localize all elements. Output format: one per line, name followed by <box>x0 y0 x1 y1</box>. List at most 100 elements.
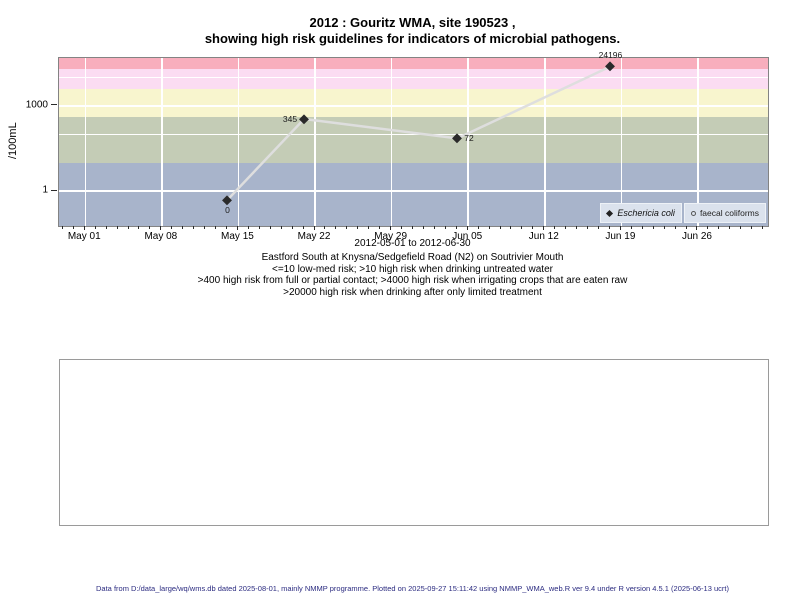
x-minor-tick <box>116 226 118 229</box>
empty-panel <box>59 359 769 526</box>
x-minor-tick <box>94 226 96 229</box>
chart-title-line1: 2012 : Gouritz WMA, site 190523 , <box>309 15 516 30</box>
x-minor-tick <box>630 226 632 229</box>
y-axis: 1000 1 <box>0 57 58 225</box>
x-minor-tick <box>225 226 227 229</box>
data-point-label-72: 72 <box>464 133 474 144</box>
x-axis: May 01 May 08 May 15 May 22 May 29 Jun 05 Jun … <box>58 226 767 256</box>
x-minor-tick <box>488 226 490 229</box>
v-gridline-May 29 <box>390 58 393 226</box>
caption-guideline-1: <=10 low-med risk; >10 high risk when dr… <box>272 263 553 275</box>
x-minor-tick <box>215 226 217 229</box>
legend: Eschericia coli faecal coliforms <box>600 203 766 223</box>
x-tick-label-May 29: May 29 <box>374 231 408 242</box>
data-point-label-24196: 24196 <box>598 50 623 61</box>
x-minor-tick <box>444 226 446 229</box>
x-tick-label-May 22: May 22 <box>297 231 331 242</box>
x-axis-title: 2012-05-01 to 2012-06-30 <box>354 238 471 249</box>
legend-item-faecal-coliforms: faecal coliforms <box>683 203 766 223</box>
x-minor-tick <box>718 226 720 229</box>
x-minor-tick <box>740 226 742 229</box>
x-minor-tick <box>401 226 403 229</box>
x-minor-tick <box>685 226 687 229</box>
x-tick-Jun 19 <box>619 226 621 230</box>
h-gridline-1000 <box>59 105 768 107</box>
x-minor-tick <box>335 226 337 229</box>
x-minor-tick <box>587 226 589 229</box>
data-point-label-0: 0 <box>225 204 230 215</box>
caption-block: Eastford South at Knysna/Sedgefield Road… <box>29 252 796 298</box>
x-minor-tick <box>521 226 523 229</box>
series-line-Eschericia coli <box>226 65 612 202</box>
x-minor-tick <box>433 226 435 229</box>
legend-label-faecal-coliforms: faecal coliforms <box>699 208 759 218</box>
open-circle-icon <box>690 210 696 216</box>
y-tick-1 <box>51 189 57 191</box>
x-minor-tick <box>576 226 578 229</box>
v-gridline-May 08 <box>161 58 163 226</box>
x-minor-tick <box>707 226 709 229</box>
x-tick-label-May 01: May 01 <box>67 231 101 242</box>
x-minor-tick <box>762 226 764 229</box>
x-tick-label-Jun 26: Jun 26 <box>681 231 712 242</box>
x-tick-May 08 <box>160 226 162 230</box>
x-minor-tick <box>247 226 249 229</box>
x-minor-tick <box>105 226 107 229</box>
caption-site: Eastford South at Knysna/Sedgefield Road… <box>261 252 564 263</box>
x-tick-label-Jun 19: Jun 19 <box>605 231 636 242</box>
x-minor-tick <box>532 226 534 229</box>
x-minor-tick <box>346 226 348 229</box>
caption-guideline-3: >20000 high risk when drinking after onl… <box>283 286 542 298</box>
x-minor-tick <box>499 226 501 229</box>
x-tick-May 01 <box>83 226 85 230</box>
x-minor-tick <box>477 226 479 229</box>
x-minor-tick <box>598 226 599 229</box>
v-gridline-May 22 <box>314 58 316 226</box>
filled-diamond-icon <box>606 209 614 217</box>
legend-item-eschericia-coli: Eschericia coli <box>600 203 682 223</box>
footer-note: Data from D:/data_large/wq/wms.db dated … <box>96 584 729 593</box>
x-minor-tick <box>368 226 370 229</box>
x-tick-label-May 08: May 08 <box>144 231 178 242</box>
x-tick-label-Jun 05: Jun 05 <box>452 231 483 242</box>
risk-band->20000 <box>59 58 768 69</box>
plot-area: Eschericia coli faecal coliforms 0 345 72 2… <box>58 50 769 227</box>
v-gridline-Jun 26 <box>697 58 699 226</box>
h-gridline-10000 <box>59 76 768 79</box>
x-minor-tick <box>422 226 424 229</box>
chart-title: 2012 : Gouritz WMA, site 190523 , showin… <box>29 15 796 47</box>
x-tick-Jun 26 <box>696 226 698 230</box>
x-minor-tick <box>72 226 74 229</box>
x-minor-tick <box>379 226 381 229</box>
x-minor-tick <box>608 226 610 229</box>
risk-band->400 <box>59 88 768 118</box>
x-minor-tick <box>204 226 206 229</box>
data-point-label-345: 345 <box>282 114 298 124</box>
x-tick-Jun 05 <box>466 226 468 230</box>
x-tick-May 15 <box>236 226 238 230</box>
legend-label-eschericia-coli: Eschericia coli <box>617 208 675 218</box>
x-minor-tick <box>641 226 643 229</box>
x-minor-tick <box>149 226 151 229</box>
v-gridline-Jun 05 <box>467 58 469 226</box>
h-gridline-1 <box>59 190 768 192</box>
x-minor-tick <box>302 226 304 229</box>
x-minor-tick <box>280 226 282 229</box>
x-minor-tick <box>357 226 359 229</box>
y-tick-1000 <box>51 104 57 106</box>
x-minor-tick <box>554 226 556 229</box>
x-minor-tick <box>652 226 654 229</box>
x-minor-tick <box>565 226 567 229</box>
x-minor-tick <box>455 226 457 229</box>
y-tick-label-1000: 1000 <box>25 99 48 111</box>
x-minor-tick <box>127 226 129 229</box>
x-minor-tick <box>663 226 665 229</box>
x-tick-May 29 <box>390 226 392 230</box>
x-minor-tick <box>138 226 140 229</box>
v-gridline-May 15 <box>237 58 240 226</box>
x-minor-tick <box>510 226 512 229</box>
x-tick-label-May 15: May 15 <box>221 231 254 242</box>
risk-band->4000 <box>59 68 768 89</box>
x-minor-tick <box>412 226 413 229</box>
